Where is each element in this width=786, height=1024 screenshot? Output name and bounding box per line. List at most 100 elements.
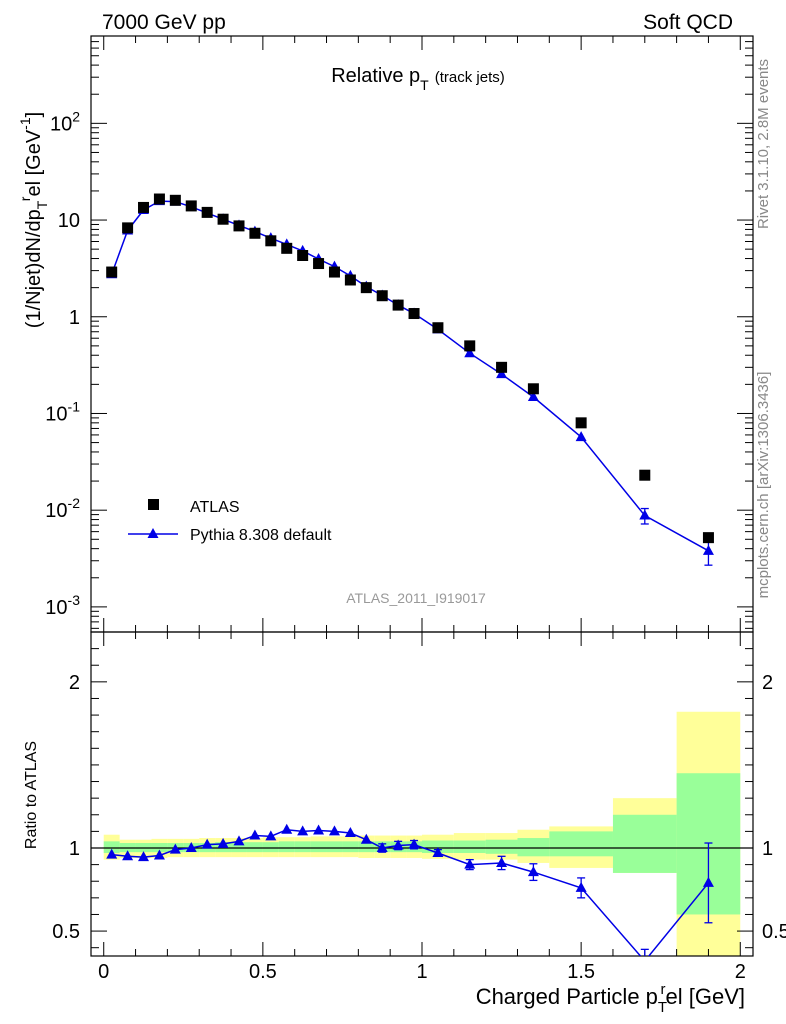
ratio-point [644, 954, 646, 956]
ratio-point [527, 866, 539, 877]
ratio-point [106, 848, 118, 859]
band-inner-bin [485, 839, 518, 854]
energy-label: 7000 GeV pp [102, 11, 226, 34]
band-inner-bin [549, 831, 613, 857]
atlas-point [169, 194, 181, 206]
band-inner-bin [612, 814, 677, 873]
atlas-point [138, 201, 150, 213]
pythia-point [496, 368, 508, 379]
band-inner-bin [103, 841, 120, 853]
pythia-point [527, 391, 539, 402]
ratio-y-axis-label: Ratio to ATLAS [23, 741, 40, 849]
band-inner-bin [246, 842, 263, 853]
x-tick-label: 1 [416, 961, 427, 983]
y-tick-label: 1 [69, 307, 80, 329]
atlas-point [575, 417, 587, 429]
ratio-point [464, 858, 476, 869]
atlas-point [360, 282, 372, 294]
atlas-point [392, 299, 404, 311]
legend-label-pythia: Pythia 8.308 default [190, 527, 332, 544]
svg-text:Relative pT(track jets): Relative pT (track jets) [331, 65, 505, 93]
pythia-point [702, 544, 714, 555]
ratio-bands [103, 711, 741, 956]
ratio-point [297, 825, 309, 836]
atlas-point [106, 266, 118, 278]
ratio-point [281, 823, 293, 834]
ratio-y-tick-label-right: 1 [762, 838, 773, 860]
main-panel: Relative pT (track jets) (1/Njet)dN/dpTre… [17, 35, 754, 633]
ratio-point [138, 851, 150, 862]
band-inner-bin [326, 841, 343, 853]
pythia-point [575, 431, 587, 442]
y-tick-label: 10-1 [45, 398, 80, 425]
ratio-y-tick-label-right: 0.5 [762, 921, 786, 943]
atlas-point [249, 227, 261, 239]
band-inner-bin [294, 841, 311, 853]
band-inner-bin [453, 840, 486, 853]
x-tick-label: 0 [98, 961, 109, 983]
ratio-point [360, 833, 372, 844]
atlas-point [233, 220, 245, 232]
ratio-point [344, 827, 356, 838]
atlas-point [344, 274, 356, 286]
ratio-point [392, 839, 404, 850]
legend-label-atlas: ATLAS [190, 499, 240, 516]
band-inner-bin [342, 841, 359, 853]
atlas-point [328, 266, 340, 278]
ratio-point [328, 825, 340, 836]
x-tick-label: 0.5 [249, 961, 277, 983]
main-y-axis-label: (1/Njet)dN/dpTrel [GeV-1] [17, 112, 50, 328]
atlas-point [496, 361, 508, 373]
band-inner-bin [517, 838, 550, 857]
pythia-point [639, 509, 651, 520]
y-tick-label: 10 [58, 210, 80, 232]
x-tick-label: 2 [735, 961, 746, 983]
band-inner-bin [262, 842, 279, 853]
band-inner-bin [278, 841, 295, 853]
x-axis-label: Charged Particle pTrel [GeV] [476, 981, 745, 1016]
ratio-point [702, 876, 714, 887]
atlas-point [281, 242, 293, 254]
ratio-point [432, 846, 444, 857]
atlas-point [153, 193, 165, 205]
x-tick-label: 1.5 [567, 961, 595, 983]
y-tick-label: 10-3 [45, 592, 80, 619]
rivet-version-label: Rivet 3.1.10, 2.8M events [755, 59, 772, 229]
pythia-point [464, 347, 476, 358]
mcplots-label: mcplots.cern.ch [arXiv:1306.3436] [755, 372, 772, 599]
atlas-point [432, 322, 444, 334]
y-tick-label: 102 [50, 108, 80, 135]
ratio-y-tick-label-right: 2 [762, 672, 773, 694]
ratio-point [376, 842, 388, 852]
atlas-point [297, 249, 309, 261]
y-tick-label: 10-2 [45, 495, 80, 522]
atlas-point [185, 200, 197, 212]
title-main: Relative p [331, 65, 420, 87]
ratio-y-tick-label: 0.5 [52, 921, 80, 943]
band-inner-bin [310, 841, 327, 853]
process-label: Soft QCD [643, 11, 733, 34]
ratio-point [408, 838, 420, 849]
atlas-point [201, 206, 213, 218]
ratio-point [496, 856, 508, 867]
ratio-series-group [106, 823, 714, 956]
band-inner-bin [358, 841, 375, 853]
legend-marker-atlas [148, 499, 159, 510]
ratio-frame [90, 631, 754, 957]
title-note: (track jets) [435, 69, 505, 86]
ratio-point [249, 829, 261, 840]
legend: ATLAS Pythia 8.308 default [128, 499, 332, 544]
atlas-point [702, 532, 714, 544]
ratio-point [233, 835, 245, 846]
ratio-point [153, 849, 165, 860]
atlas-point [265, 235, 277, 247]
band-inner-bin [231, 842, 247, 853]
title-subscript: T [420, 77, 429, 93]
chart-title: Relative pT (track jets) [331, 65, 505, 93]
ratio-y-tick-label: 2 [69, 672, 80, 694]
legend-marker-pythia [147, 528, 159, 538]
ratio-point [169, 843, 181, 854]
atlas-point [408, 308, 420, 320]
ratio-y-tick-label: 1 [69, 838, 80, 860]
